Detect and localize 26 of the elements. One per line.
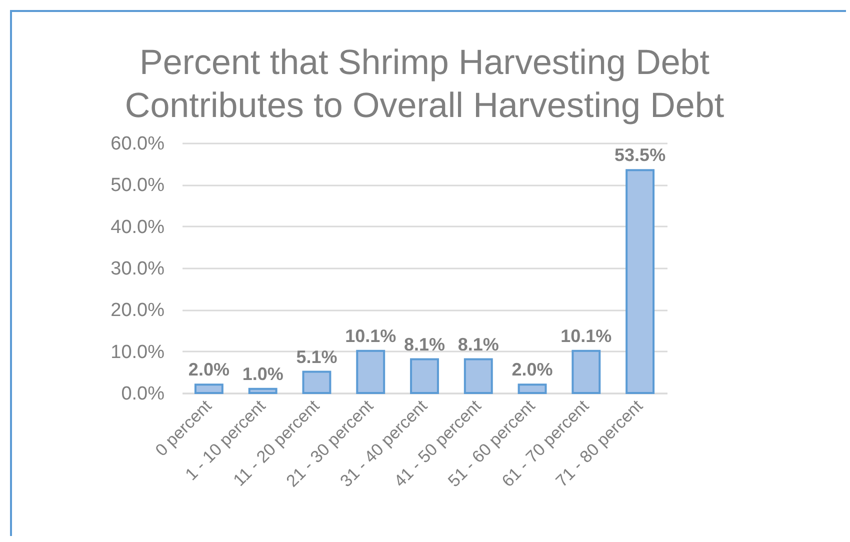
chart-title: Percent that Shrimp Harvesting Debt Contributes to Overall Harvesting Debt <box>124 43 724 125</box>
y-tick-label: 50.0% <box>110 175 165 196</box>
y-tick-label: 40.0% <box>110 216 165 238</box>
bar <box>410 358 439 394</box>
bar <box>194 384 224 394</box>
y-tick-label: 20.0% <box>110 300 165 322</box>
data-label: 8.1% <box>404 334 446 354</box>
y-tick-label: 10.0% <box>110 342 165 363</box>
data-label: 2.0% <box>188 360 230 380</box>
y-tick-label: 60.0% <box>110 134 165 154</box>
bar <box>302 370 332 394</box>
bar <box>464 358 493 394</box>
data-label: 10.1% <box>345 326 396 346</box>
data-label: 5.1% <box>296 346 338 367</box>
data-label: 53.5% <box>614 145 666 166</box>
y-tick-label: 0.0% <box>121 384 165 404</box>
bar <box>572 350 601 394</box>
bar <box>356 350 386 394</box>
bar <box>626 169 655 394</box>
data-label: 8.1% <box>458 334 499 354</box>
data-label: 2.0% <box>512 360 553 380</box>
data-label: 1.0% <box>242 364 284 384</box>
data-label: 10.1% <box>560 326 612 346</box>
bar <box>518 384 547 394</box>
bar <box>248 388 278 394</box>
y-tick-label: 30.0% <box>110 258 165 280</box>
